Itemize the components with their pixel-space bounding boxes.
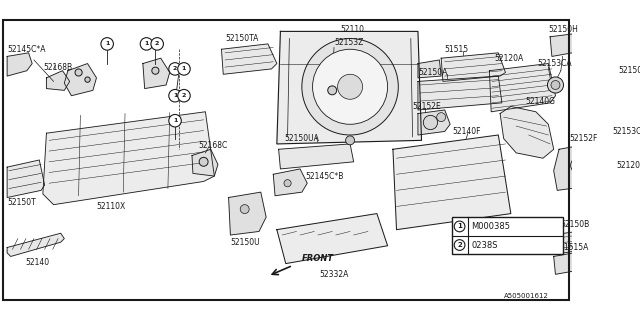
- Text: 52120B: 52120B: [616, 161, 640, 170]
- Text: 52153Z: 52153Z: [334, 38, 364, 47]
- Polygon shape: [277, 213, 388, 264]
- Text: 52150U: 52150U: [230, 238, 260, 247]
- Text: 1: 1: [173, 93, 177, 98]
- Circle shape: [199, 157, 208, 166]
- Text: A505001612: A505001612: [504, 293, 548, 299]
- Circle shape: [547, 77, 563, 93]
- Text: 52110: 52110: [340, 25, 364, 34]
- Text: 1: 1: [105, 41, 109, 46]
- Text: M000385: M000385: [471, 222, 510, 231]
- Text: 1: 1: [182, 67, 186, 71]
- Text: 52120A: 52120A: [495, 54, 524, 63]
- Circle shape: [436, 113, 445, 122]
- Circle shape: [75, 69, 82, 76]
- Text: 2: 2: [182, 93, 186, 98]
- Text: 52140: 52140: [25, 258, 49, 267]
- Circle shape: [240, 205, 249, 213]
- Circle shape: [551, 81, 560, 90]
- Polygon shape: [550, 33, 582, 56]
- Text: 52152F: 52152F: [570, 134, 598, 143]
- Circle shape: [151, 38, 163, 50]
- Circle shape: [623, 134, 639, 150]
- Circle shape: [312, 49, 388, 124]
- Circle shape: [169, 115, 181, 127]
- Text: 52150A: 52150A: [418, 68, 447, 77]
- Text: 52332A: 52332A: [320, 270, 349, 279]
- Polygon shape: [418, 60, 441, 78]
- Circle shape: [178, 90, 190, 102]
- Polygon shape: [500, 107, 554, 158]
- Text: 52168C: 52168C: [198, 141, 227, 150]
- Polygon shape: [228, 192, 266, 235]
- Text: 52150UA: 52150UA: [284, 134, 319, 143]
- Polygon shape: [221, 44, 277, 74]
- Text: 2: 2: [173, 67, 177, 71]
- Circle shape: [571, 157, 587, 173]
- Text: 52168B: 52168B: [43, 63, 72, 72]
- Polygon shape: [418, 76, 502, 110]
- Circle shape: [423, 115, 438, 130]
- Circle shape: [178, 63, 190, 75]
- Polygon shape: [277, 31, 422, 144]
- Text: 52150TA: 52150TA: [225, 34, 259, 43]
- Text: 0238S: 0238S: [471, 241, 498, 250]
- Polygon shape: [143, 58, 170, 89]
- Polygon shape: [490, 64, 556, 112]
- Text: 2: 2: [155, 41, 159, 46]
- Polygon shape: [611, 78, 640, 126]
- Polygon shape: [64, 64, 97, 96]
- Polygon shape: [554, 142, 604, 190]
- Circle shape: [284, 180, 291, 187]
- Text: 52150B: 52150B: [561, 220, 590, 229]
- Text: 52110X: 52110X: [97, 202, 125, 211]
- Polygon shape: [441, 53, 506, 81]
- Polygon shape: [7, 160, 45, 197]
- Text: 52140G: 52140G: [525, 97, 555, 106]
- Text: 52152E: 52152E: [413, 102, 442, 111]
- Polygon shape: [554, 247, 605, 274]
- Polygon shape: [418, 110, 450, 135]
- Circle shape: [337, 74, 363, 99]
- Text: FRONT: FRONT: [302, 254, 334, 263]
- Text: 52153CA: 52153CA: [612, 127, 640, 136]
- Polygon shape: [278, 144, 354, 169]
- Bar: [452, 217, 563, 254]
- Text: 52145C*B: 52145C*B: [305, 172, 344, 180]
- Polygon shape: [47, 71, 70, 90]
- Text: 52150I: 52150I: [618, 66, 640, 75]
- Text: 51515: 51515: [445, 45, 469, 54]
- Text: 52150H: 52150H: [548, 25, 578, 34]
- Text: 52140F: 52140F: [452, 127, 481, 136]
- Circle shape: [169, 63, 181, 75]
- Circle shape: [140, 38, 153, 50]
- Circle shape: [454, 240, 465, 250]
- Polygon shape: [7, 233, 64, 256]
- Polygon shape: [273, 169, 307, 196]
- Text: 51515A: 51515A: [559, 243, 588, 252]
- Text: 1: 1: [457, 223, 462, 229]
- Text: 2: 2: [457, 242, 462, 248]
- Polygon shape: [609, 171, 640, 221]
- Circle shape: [328, 86, 337, 95]
- Polygon shape: [552, 228, 605, 255]
- Text: 52153CA: 52153CA: [538, 59, 572, 68]
- Text: 52145C*A: 52145C*A: [7, 45, 45, 54]
- Polygon shape: [7, 53, 32, 76]
- Circle shape: [626, 138, 635, 147]
- Circle shape: [302, 38, 398, 135]
- Circle shape: [574, 161, 583, 170]
- Circle shape: [152, 67, 159, 74]
- Polygon shape: [393, 135, 511, 230]
- Circle shape: [85, 77, 90, 82]
- Circle shape: [169, 90, 181, 102]
- Circle shape: [590, 172, 599, 180]
- Polygon shape: [192, 149, 218, 176]
- Circle shape: [101, 38, 113, 50]
- Circle shape: [454, 221, 465, 232]
- Polygon shape: [43, 112, 214, 205]
- Text: 1: 1: [173, 118, 177, 123]
- Circle shape: [346, 136, 355, 145]
- Text: 1: 1: [144, 41, 148, 46]
- Text: 52150T: 52150T: [7, 198, 36, 207]
